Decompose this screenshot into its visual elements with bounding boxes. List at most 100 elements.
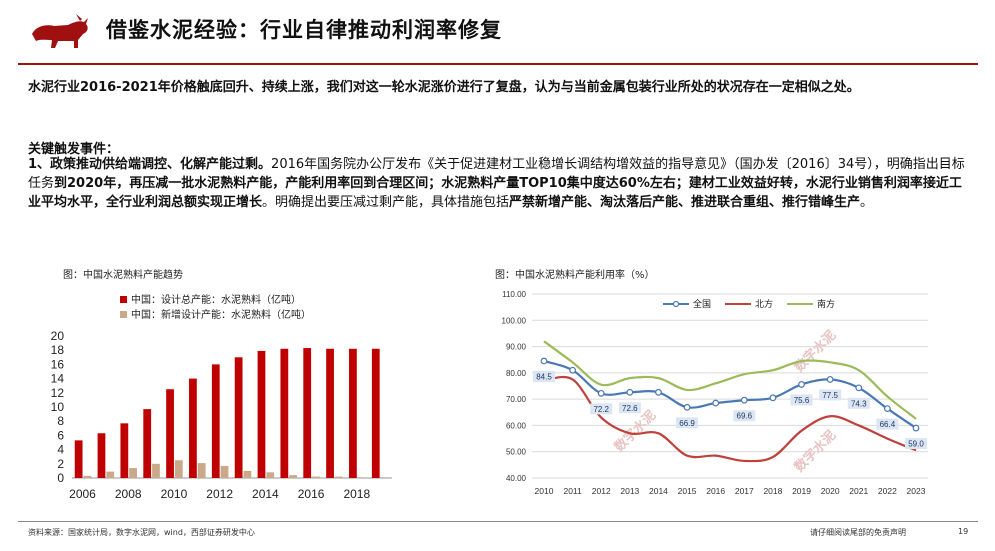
bar-total-capacity [189,378,197,478]
data-point [626,388,634,396]
watermark-text: 数字水泥 [611,407,658,454]
bar-new-capacity [243,470,252,478]
disclaimer-note: 请仔细阅读尾部的免责声明 [810,528,906,537]
y-tick-label: 0 [57,471,64,485]
bar-new-capacity [357,477,366,478]
legend-label: 中国：新增设计产能：水泥熟料（亿吨） [131,308,311,321]
footer-divider [18,521,978,522]
bull-logo-icon [32,14,88,48]
data-label: 66.9 [679,419,695,428]
legend-label: 南方 [817,298,835,309]
event-text-2: 。明确提出要压减过剩产能，具体措施包括 [262,195,510,210]
bar-new-capacity [312,476,320,478]
bar-new-capacity [220,465,229,478]
legend-label: 中国：设计总产能：水泥熟料（亿吨） [131,293,301,306]
data-point [883,405,891,413]
data-point [569,366,577,374]
data-point [655,388,662,396]
page-title: 借鉴水泥经验：行业自律推动利润率修复 [106,18,502,42]
bar-total-capacity [234,357,243,478]
data-label-box [847,397,870,409]
bar-total-capacity [143,409,152,478]
bar-total-capacity [303,348,312,478]
intro-paragraph: 水泥行业2016-2021年价格触底回升、持续上涨，我们对这一轮水泥涨价进行了复… [28,80,860,95]
page-number: 19 [958,527,969,536]
data-label: 72.2 [593,405,609,414]
data-point [769,394,777,402]
bar-total-capacity [211,364,220,478]
bar-new-capacity [289,475,297,478]
x-tick-label: 2011 [563,486,582,496]
title-divider [18,63,978,65]
data-point [826,376,834,383]
y-tick-label: 90.00 [506,343,527,352]
data-label: 66.4 [880,420,896,429]
y-tick-label: 100.00 [502,316,527,325]
x-tick-label: 2021 [849,486,868,496]
event-text-3: 。 [860,195,874,210]
event-heading: 1、政策推动供给端调控、化解产能过剩。 [28,157,272,172]
capacity-bar-chart: 中国：设计总产能：水泥熟料（亿吨） 中国：新增设计产能：水泥熟料（亿吨） 02468… [51,293,392,501]
y-tick-label: 50.00 [506,448,527,457]
y-tick-label: 40.00 [506,474,527,483]
bar-total-capacity [120,423,129,478]
data-label: 74.3 [851,399,867,408]
x-tick-label: 2018 [343,487,370,501]
x-tick-label: 2010 [161,487,188,501]
legend-swatch [120,296,127,303]
legend-label: 全国 [693,298,711,309]
data-label-box [790,394,813,406]
bar-total-capacity [166,389,174,478]
bar-total-capacity [349,348,357,478]
data-label-box [590,403,613,415]
y-tick-label: 18 [51,343,65,357]
data-point [912,424,920,432]
y-tick-label: 60.00 [506,421,527,430]
right-chart-caption: 图：中国水泥熟料产能利用率（%） [495,270,655,281]
x-tick-label: 2018 [763,486,782,496]
x-tick-label: 2014 [649,486,668,496]
bar-new-capacity [106,471,115,478]
y-tick-label: 14 [51,372,65,386]
x-tick-label: 2014 [252,487,279,501]
data-label-box [876,418,899,430]
bar-total-capacity [371,348,380,478]
bar-new-capacity [129,468,137,478]
x-tick-label: 2008 [115,487,142,501]
bar-new-capacity [174,460,183,478]
x-tick-label: 2013 [620,486,639,496]
y-tick-label: 20 [51,329,65,343]
data-point [683,403,691,411]
data-label-box [905,438,927,450]
bar-new-capacity [152,463,160,478]
data-label: 84.5 [536,373,552,382]
data-point [798,381,805,388]
series-line-1 [543,375,917,463]
bar-new-capacity [334,476,343,478]
data-label: 75.6 [794,396,810,405]
x-tick-label: 2016 [706,486,725,496]
bar-total-capacity [326,348,334,478]
legend-label: 北方 [755,298,773,309]
bar-total-capacity [97,433,106,478]
bar-new-capacity [380,477,389,478]
y-tick-label: 12 [51,386,65,400]
x-tick-label: 2020 [821,486,840,496]
y-tick-label: 4 [57,443,64,457]
x-tick-label: 2006 [69,487,96,501]
y-tick-label: 70.00 [506,395,527,404]
bar-new-capacity [266,472,275,478]
x-tick-label: 2010 [535,486,554,496]
event-target-text: 到2020年，再压减一批水泥熟料产能，产能利用率回到合理区间；水泥熟料产量TOP… [28,176,962,210]
y-tick-label: 10 [51,400,65,414]
x-tick-label: 2019 [792,486,811,496]
data-label-box [819,389,842,401]
watermark-text: 数字水泥 [791,327,838,374]
data-label: 69.6 [737,412,753,421]
x-tick-label: 2017 [735,486,754,496]
data-label-box [676,417,699,429]
event-text-1: 2016年国务院办公厅发布《关于促进建材工业稳增长调结构增效益的指导意见》（国办… [28,157,965,191]
data-point [740,396,748,404]
data-point [712,399,720,407]
bar-total-capacity [257,350,266,478]
